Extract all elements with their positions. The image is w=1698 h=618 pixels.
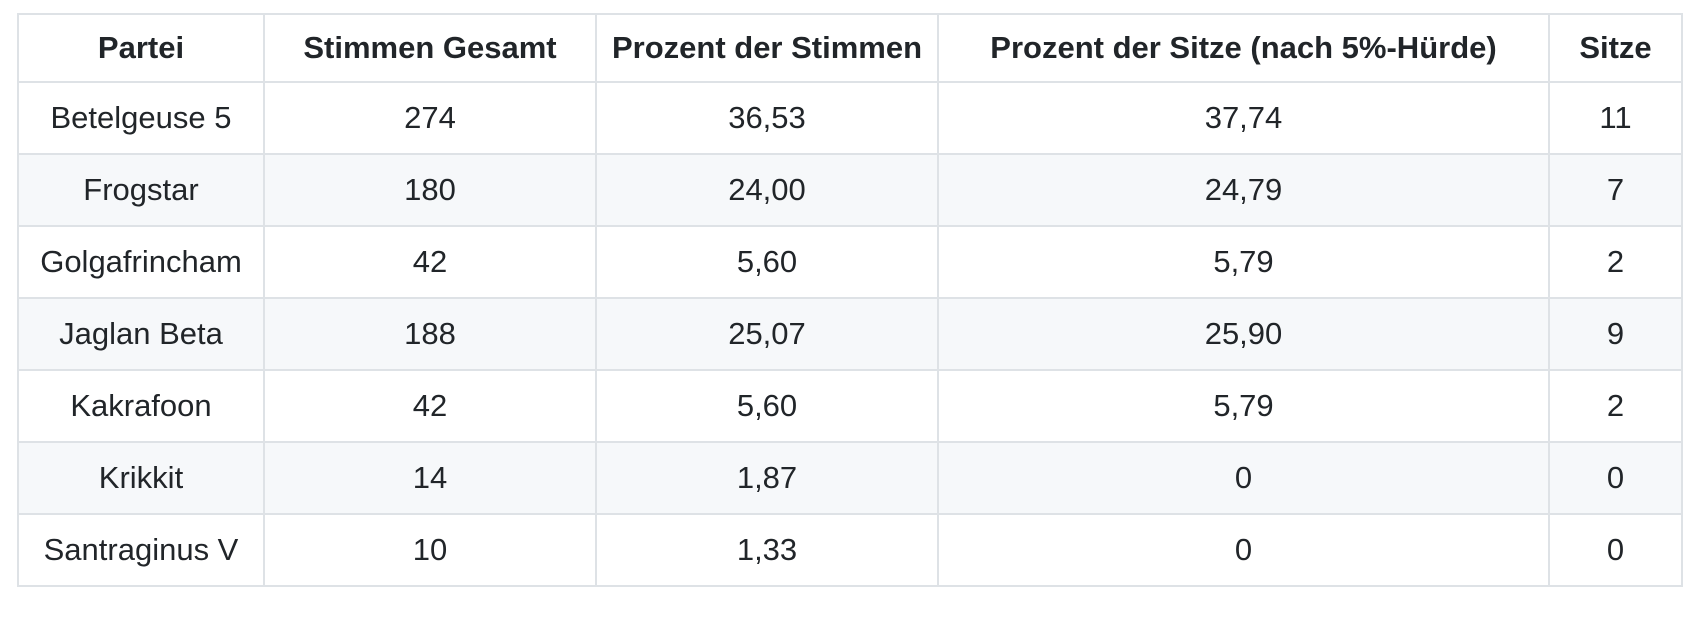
cell-prozent-sitze: 37,74 (937, 81, 1550, 155)
table-row: Santraginus V 10 1,33 0 0 (17, 513, 1683, 587)
cell-stimmen-gesamt: 42 (263, 369, 597, 443)
cell-prozent-stimmen: 25,07 (595, 297, 939, 371)
table-row: Krikkit 14 1,87 0 0 (17, 441, 1683, 515)
cell-stimmen-gesamt: 180 (263, 153, 597, 227)
cell-prozent-stimmen: 36,53 (595, 81, 939, 155)
table-row: Betelgeuse 5 274 36,53 37,74 11 (17, 81, 1683, 155)
cell-partei: Krikkit (17, 441, 265, 515)
election-results-table: Partei Stimmen Gesamt Prozent der Stimme… (17, 13, 1683, 587)
cell-prozent-stimmen: 24,00 (595, 153, 939, 227)
cell-prozent-stimmen: 5,60 (595, 369, 939, 443)
cell-partei: Golgafrincham (17, 225, 265, 299)
table-body: Betelgeuse 5 274 36,53 37,74 11 Frogstar… (17, 81, 1683, 587)
cell-partei: Frogstar (17, 153, 265, 227)
cell-partei: Jaglan Beta (17, 297, 265, 371)
table-row: Kakrafoon 42 5,60 5,79 2 (17, 369, 1683, 443)
column-header-partei: Partei (17, 13, 265, 83)
cell-sitze: 0 (1548, 513, 1683, 587)
table-header: Partei Stimmen Gesamt Prozent der Stimme… (17, 13, 1683, 83)
cell-sitze: 2 (1548, 225, 1683, 299)
cell-sitze: 2 (1548, 369, 1683, 443)
cell-sitze: 0 (1548, 441, 1683, 515)
cell-prozent-stimmen: 1,87 (595, 441, 939, 515)
header-row: Partei Stimmen Gesamt Prozent der Stimme… (17, 13, 1683, 83)
table-row: Golgafrincham 42 5,60 5,79 2 (17, 225, 1683, 299)
column-header-sitze: Sitze (1548, 13, 1683, 83)
cell-prozent-sitze: 0 (937, 441, 1550, 515)
cell-prozent-stimmen: 1,33 (595, 513, 939, 587)
cell-stimmen-gesamt: 10 (263, 513, 597, 587)
cell-stimmen-gesamt: 188 (263, 297, 597, 371)
cell-prozent-sitze: 24,79 (937, 153, 1550, 227)
cell-sitze: 11 (1548, 81, 1683, 155)
table-row: Jaglan Beta 188 25,07 25,90 9 (17, 297, 1683, 371)
cell-prozent-sitze: 5,79 (937, 225, 1550, 299)
cell-prozent-sitze: 0 (937, 513, 1550, 587)
column-header-prozent-stimmen: Prozent der Stimmen (595, 13, 939, 83)
table-container: Partei Stimmen Gesamt Prozent der Stimme… (17, 13, 1683, 587)
cell-prozent-sitze: 25,90 (937, 297, 1550, 371)
cell-sitze: 7 (1548, 153, 1683, 227)
column-header-stimmen-gesamt: Stimmen Gesamt (263, 13, 597, 83)
column-header-prozent-sitze: Prozent der Sitze (nach 5%-Hürde) (937, 13, 1550, 83)
cell-prozent-sitze: 5,79 (937, 369, 1550, 443)
cell-stimmen-gesamt: 42 (263, 225, 597, 299)
table-row: Frogstar 180 24,00 24,79 7 (17, 153, 1683, 227)
cell-prozent-stimmen: 5,60 (595, 225, 939, 299)
cell-partei: Santraginus V (17, 513, 265, 587)
cell-stimmen-gesamt: 14 (263, 441, 597, 515)
cell-partei: Kakrafoon (17, 369, 265, 443)
cell-stimmen-gesamt: 274 (263, 81, 597, 155)
cell-sitze: 9 (1548, 297, 1683, 371)
cell-partei: Betelgeuse 5 (17, 81, 265, 155)
